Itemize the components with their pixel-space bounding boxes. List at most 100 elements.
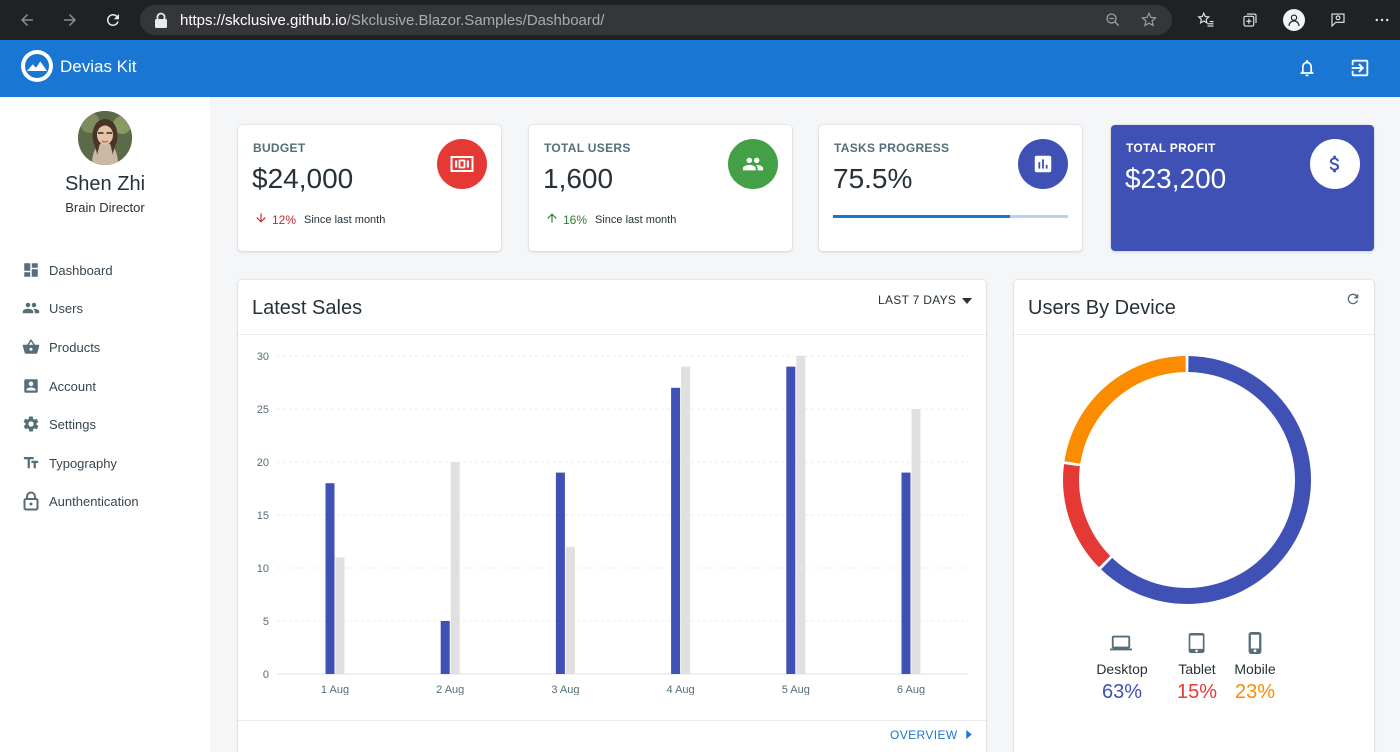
- sidebar: Shen Zhi Brain Director Dashboard Users …: [0, 97, 210, 752]
- date-range-dropdown[interactable]: LAST 7 DAYS: [878, 293, 973, 307]
- tasks-progress-fill: [833, 215, 1011, 218]
- tablet-icon: [1187, 631, 1207, 660]
- y-tick-label: 20: [257, 457, 269, 469]
- notifications-bell-icon[interactable]: [1297, 57, 1317, 79]
- brand-logo-icon[interactable]: [21, 50, 53, 82]
- total-users-since: Since last month: [595, 213, 677, 226]
- total-profit-label: TOTAL PROFIT: [1126, 141, 1216, 155]
- bar: [911, 409, 921, 674]
- sidebar-item-label: Aunthentication: [49, 493, 139, 509]
- users-icon: [21, 298, 41, 318]
- doughnut-slice: [1101, 356, 1311, 604]
- app-bar: Devias Kit: [0, 40, 1400, 97]
- dollar-icon: [1310, 139, 1360, 189]
- y-tick-label: 25: [257, 404, 269, 416]
- sidebar-item-label: Users: [49, 300, 83, 316]
- legend-label-mobile: Mobile: [1234, 661, 1276, 677]
- budget-value: $24,000: [252, 163, 354, 194]
- users-by-device-panel: Users By Device Desktop 63% Tablet 15% M…: [1014, 280, 1374, 752]
- x-tick-label: 6 Aug: [897, 684, 925, 695]
- tasks-progress-value: 75.5%: [833, 163, 913, 194]
- account-box-icon: [21, 376, 41, 396]
- feedback-icon[interactable]: [1316, 0, 1360, 40]
- chevron-right-icon: [965, 728, 972, 742]
- bar: [450, 462, 460, 674]
- sidebar-item-dashboard[interactable]: Dashboard: [21, 257, 113, 283]
- star-icon[interactable]: [1140, 11, 1158, 34]
- overview-button[interactable]: OVERVIEW: [890, 728, 972, 742]
- y-tick-label: 5: [263, 616, 269, 628]
- total-users-value: 1,600: [543, 163, 614, 194]
- sidebar-item-products[interactable]: Products: [21, 334, 100, 360]
- panel-divider: [238, 334, 986, 335]
- doughnut-slice: [1063, 464, 1111, 568]
- profile-icon[interactable]: [1272, 0, 1316, 40]
- budget-diff: 12%: [272, 212, 297, 227]
- refresh-icon[interactable]: [1345, 291, 1361, 312]
- sidebar-item-settings[interactable]: Settings: [21, 411, 96, 437]
- x-tick-label: 2 Aug: [436, 684, 464, 695]
- sidebar-item-typography[interactable]: Typography: [21, 450, 117, 476]
- bar: [565, 546, 575, 674]
- x-tick-label: 5 Aug: [782, 684, 810, 695]
- sidebar-item-authentication[interactable]: Aunthentication: [21, 488, 139, 514]
- users-by-device-title: Users By Device: [1028, 297, 1176, 319]
- total-profit-value: $23,200: [1125, 163, 1227, 194]
- sidebar-item-users[interactable]: Users: [21, 295, 83, 321]
- phone-icon: [1247, 632, 1263, 659]
- x-tick-label: 1 Aug: [321, 684, 349, 695]
- sidebar-item-account[interactable]: Account: [21, 373, 96, 399]
- reload-icon[interactable]: [95, 0, 131, 40]
- latest-sales-panel: Latest Sales LAST 7 DAYS 0 5 10 15 20 25 30 1 A…: [238, 280, 986, 752]
- browser-toolbar: https://skclusive.github.io/Skclusive.Bl…: [0, 0, 1400, 40]
- bar: [786, 366, 796, 674]
- sidebar-item-label: Account: [49, 378, 96, 394]
- back-icon[interactable]: [9, 0, 45, 40]
- brand-name[interactable]: Devias Kit: [60, 57, 137, 76]
- bar: [796, 356, 806, 674]
- total-profit-card: TOTAL PROFIT $23,200: [1111, 125, 1374, 251]
- bar: [671, 387, 681, 674]
- basket-icon: [21, 337, 41, 357]
- total-users-card: TOTAL USERS 1,600 16% Since last month: [529, 125, 792, 251]
- user-role: Brain Director: [65, 200, 145, 215]
- users-by-device-chart: [1063, 356, 1311, 604]
- text-fields-icon: [21, 453, 41, 473]
- url-text: https://skclusive.github.io/Skclusive.Bl…: [180, 11, 605, 29]
- y-tick-label: 0: [263, 669, 269, 681]
- bar-chart-icon: [1018, 139, 1068, 189]
- sign-out-icon[interactable]: [1349, 57, 1371, 79]
- collections-icon[interactable]: [1228, 0, 1272, 40]
- legend-label-tablet: Tablet: [1178, 661, 1216, 677]
- laptop-icon: [1110, 632, 1132, 659]
- sidebar-item-label: Typography: [49, 455, 117, 471]
- more-icon[interactable]: [1360, 0, 1400, 40]
- bar: [335, 557, 345, 674]
- avatar[interactable]: [78, 111, 132, 165]
- sidebar-item-label: Dashboard: [49, 262, 113, 278]
- latest-sales-title: Latest Sales: [252, 297, 363, 319]
- sidebar-item-label: Products: [49, 339, 101, 355]
- caret-down-icon: [962, 293, 973, 307]
- arrow-down-icon: [254, 211, 268, 228]
- tasks-progress-card: TASKS PROGRESS 75.5%: [819, 125, 1082, 251]
- zoom-icon[interactable]: [1104, 11, 1122, 34]
- bar: [901, 472, 911, 674]
- forward-icon[interactable]: [52, 0, 88, 40]
- sidebar-item-label: Settings: [49, 416, 96, 432]
- budget-trend: 12% Since last month: [254, 211, 385, 228]
- y-tick-label: 30: [257, 351, 269, 363]
- overview-label: OVERVIEW: [890, 728, 958, 742]
- total-users-diff: 16%: [563, 212, 588, 227]
- address-bar[interactable]: https://skclusive.github.io/Skclusive.Bl…: [140, 5, 1172, 35]
- bar: [555, 472, 565, 674]
- arrow-up-icon: [545, 211, 559, 228]
- lock-icon: [154, 12, 168, 28]
- bar: [681, 366, 691, 674]
- favorites-icon[interactable]: [1184, 0, 1228, 40]
- dashboard-icon: [21, 260, 41, 280]
- total-users-label: TOTAL USERS: [544, 141, 631, 155]
- budget-card: BUDGET $24,000 12% Since last month: [238, 125, 501, 251]
- legend-value-mobile: 23%: [1234, 681, 1276, 703]
- legend-label-desktop: Desktop: [1096, 661, 1148, 677]
